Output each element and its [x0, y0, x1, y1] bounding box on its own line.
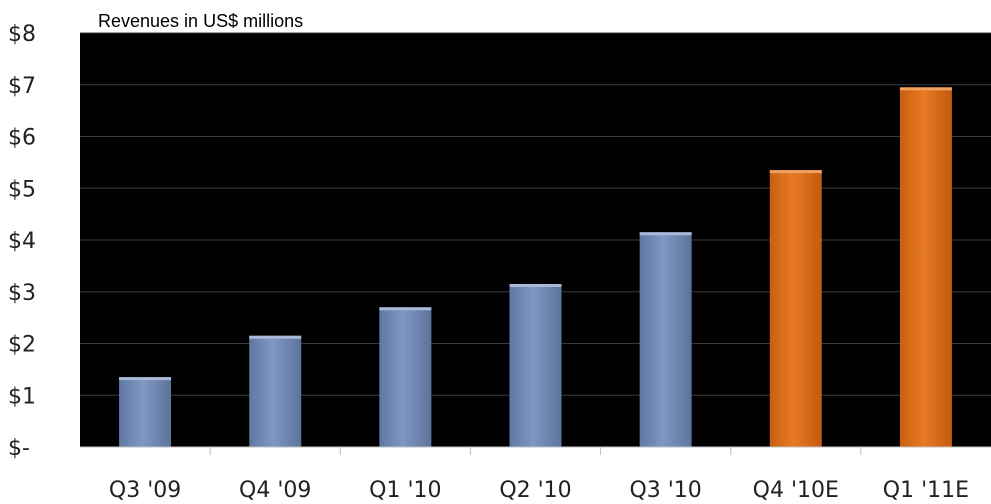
- y-tick-label: $2: [8, 333, 36, 358]
- y-tick-label: $8: [8, 22, 36, 47]
- x-tick-label: Q1 '11E: [883, 478, 969, 503]
- y-tick-label: $1: [8, 384, 36, 409]
- bars: [119, 87, 952, 448]
- bar-highlight: [509, 283, 562, 287]
- bar-actual: [249, 335, 302, 447]
- bar-estimate: [769, 170, 822, 447]
- chart-title: Revenues in US$ millions: [98, 11, 303, 31]
- x-tick-label: Q2 '10: [499, 478, 571, 503]
- y-tick-label: $-: [8, 436, 30, 461]
- y-axis-ticks: $- $1 $2 $3 $4 $5 $6 $7 $8: [8, 22, 36, 461]
- bar-highlight: [249, 335, 302, 339]
- bar-highlight: [379, 307, 432, 311]
- y-tick-label: $7: [8, 74, 36, 99]
- x-tick-label: Q4 '10E: [753, 478, 839, 503]
- x-tick-label: Q3 '09: [109, 478, 181, 503]
- y-tick-label: $4: [8, 229, 36, 254]
- x-axis-ticks: Q3 '09 Q4 '09 Q1 '10 Q2 '10 Q3 '10 Q4 '10E Q1 …: [109, 447, 969, 503]
- bar-actual: [379, 307, 432, 447]
- bar-highlight: [639, 232, 692, 236]
- bar-highlight: [899, 87, 952, 91]
- x-tick-label: Q4 '09: [239, 478, 311, 503]
- bar-actual: [119, 377, 172, 447]
- bar-actual: [639, 232, 692, 447]
- bar-highlight: [119, 377, 172, 381]
- x-tick-label: Q1 '10: [369, 478, 441, 503]
- y-tick-label: $6: [8, 126, 36, 151]
- x-tick-label: Q3 '10: [629, 478, 701, 503]
- bar-highlight: [769, 170, 822, 174]
- y-tick-label: $3: [8, 281, 36, 306]
- bar-estimate: [899, 87, 952, 448]
- bar-actual: [509, 283, 562, 447]
- y-tick-label: $5: [8, 177, 36, 202]
